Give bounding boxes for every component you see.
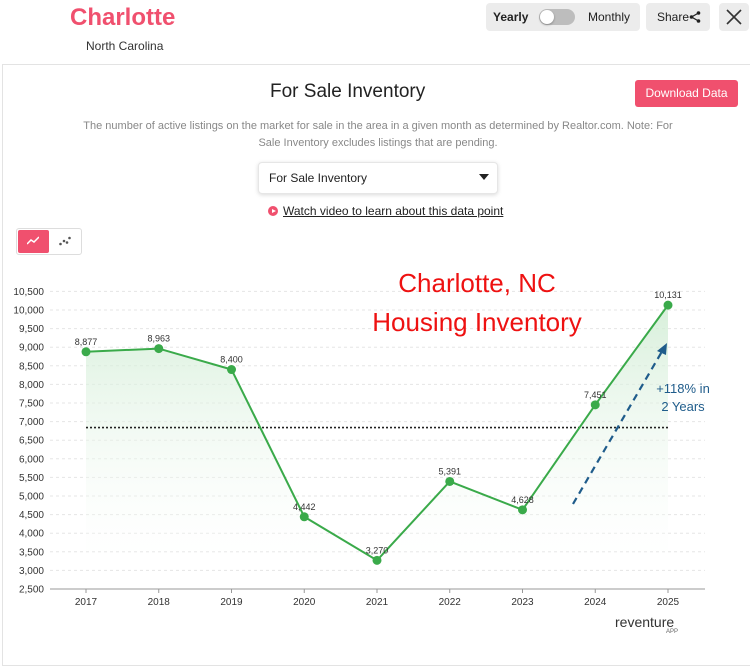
x-tick-label: 2025 xyxy=(657,597,680,608)
data-point xyxy=(445,476,455,486)
data-point xyxy=(227,365,236,375)
share-button[interactable]: Share xyxy=(646,3,710,31)
metric-select-value: For Sale Inventory xyxy=(269,171,368,185)
inventory-line-chart: 2,500 3,000 3,500 4,000 4,500 5,000 5,500 6,000… xyxy=(13,287,705,608)
watch-video-text: Watch video to learn about this data poi… xyxy=(283,204,504,218)
x-tick-label: 2019 xyxy=(220,597,243,608)
y-tick-label: 6,000 xyxy=(19,454,44,465)
annotation-line-1: Charlotte, NC xyxy=(398,268,556,298)
x-tick-label: 2021 xyxy=(366,597,389,608)
city-title: Charlotte xyxy=(70,4,176,31)
y-tick-label: 7,500 xyxy=(19,399,44,410)
data-label: 7,451 xyxy=(584,390,607,400)
scatter-chart-button[interactable] xyxy=(50,230,80,253)
play-icon xyxy=(268,206,278,216)
data-point xyxy=(81,347,91,357)
metric-description: The number of active listings on the mar… xyxy=(83,120,673,149)
y-tick-label: 5,000 xyxy=(19,492,44,503)
y-tick-label: 10,000 xyxy=(13,306,44,317)
y-tick-label: 2,500 xyxy=(19,585,44,596)
period-toggle[interactable]: Yearly Monthly xyxy=(486,3,640,31)
y-tick-label: 9,500 xyxy=(19,324,44,335)
y-tick-label: 8,000 xyxy=(19,380,44,391)
brand-logo: reventure APP xyxy=(615,614,678,635)
y-tick-label: 5,500 xyxy=(19,473,44,484)
line-chart-icon xyxy=(27,236,39,245)
y-tick-label: 3,500 xyxy=(19,547,44,558)
header: Charlotte North Carolina Yearly Monthly … xyxy=(0,0,750,64)
data-label: 10,131 xyxy=(654,290,682,300)
data-point xyxy=(590,400,600,410)
state-subtitle: North Carolina xyxy=(86,39,164,53)
share-label: Share xyxy=(657,10,690,24)
x-tick-label: 2023 xyxy=(511,597,534,608)
data-point xyxy=(518,505,527,515)
chart-type-toggle xyxy=(16,228,82,255)
data-label: 8,400 xyxy=(220,355,243,365)
data-label: 3,270 xyxy=(366,545,389,555)
x-tick-label: 2020 xyxy=(293,597,316,608)
data-label: 4,628 xyxy=(511,495,534,505)
close-icon xyxy=(726,9,742,25)
data-label: 5,391 xyxy=(438,466,461,476)
line-chart-button[interactable] xyxy=(18,230,49,253)
share-icon xyxy=(689,11,701,23)
growth-arrow-line xyxy=(572,347,665,505)
chart-card-title: For Sale Inventory xyxy=(270,81,426,102)
close-button[interactable] xyxy=(719,3,749,31)
data-label: 4,442 xyxy=(293,502,316,512)
growth-note-line-1: +118% in xyxy=(656,381,710,396)
chart-annotation: Charlotte, NC Housing Inventory xyxy=(342,264,612,342)
watch-video-link[interactable]: Watch video to learn about this data poi… xyxy=(268,204,503,218)
scatter-chart-icon xyxy=(59,236,71,246)
switch-knob xyxy=(540,10,554,24)
toggle-yearly-label[interactable]: Yearly xyxy=(493,10,529,24)
growth-note: +118% in 2 Years xyxy=(652,380,714,416)
data-point xyxy=(154,344,164,354)
y-tick-label: 4,000 xyxy=(19,529,44,540)
chevron-down-icon xyxy=(479,174,489,180)
data-point xyxy=(372,555,382,565)
growth-arrow-head xyxy=(657,343,667,355)
x-tick-label: 2022 xyxy=(439,597,462,608)
data-point xyxy=(299,512,309,522)
brand-sub: APP xyxy=(666,629,679,635)
y-tick-label: 8,500 xyxy=(19,361,44,372)
y-tick-label: 10,500 xyxy=(13,287,44,298)
data-point xyxy=(663,300,673,310)
annotation-line-2: Housing Inventory xyxy=(372,307,582,337)
toggle-monthly-label[interactable]: Monthly xyxy=(588,10,631,24)
x-tick-label: 2024 xyxy=(584,597,607,608)
series-area xyxy=(86,305,668,561)
metric-select[interactable]: For Sale Inventory xyxy=(258,162,498,194)
growth-note-line-2: 2 Years xyxy=(661,399,705,414)
brand-name: reventure xyxy=(615,614,675,630)
x-tick-label: 2018 xyxy=(148,597,171,608)
x-tick-label: 2017 xyxy=(75,597,98,608)
y-tick-label: 3,000 xyxy=(19,566,44,577)
y-tick-label: 4,500 xyxy=(19,510,44,521)
data-label: 8,963 xyxy=(147,334,170,344)
y-tick-label: 7,000 xyxy=(19,417,44,428)
download-data-button[interactable]: Download Data xyxy=(635,80,738,107)
y-tick-label: 6,500 xyxy=(19,436,44,447)
period-switch[interactable] xyxy=(539,9,575,25)
y-tick-label: 9,000 xyxy=(19,343,44,354)
data-label: 8,877 xyxy=(75,337,98,347)
